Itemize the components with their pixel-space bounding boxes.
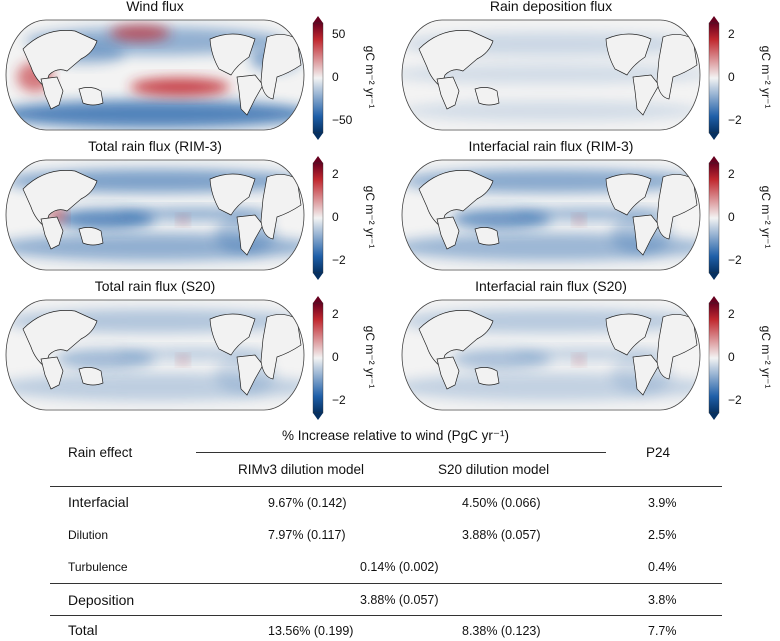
colorbar-tick: 0 [332, 350, 339, 364]
colorbar [312, 296, 324, 420]
colorbar-tick: −2 [728, 113, 742, 127]
row-label: Interfacial [68, 494, 129, 510]
colorbar [708, 16, 720, 140]
row-value: 0.14% (0.002) [360, 560, 439, 574]
panel-title: Total rain flux (RIM-3) [88, 138, 222, 154]
group-underline [196, 452, 606, 453]
panel-title: Interfacial rain flux (RIM-3) [468, 138, 634, 154]
row-value: 7.97% (0.117) [268, 528, 346, 542]
colorbar-unit: gC m⁻² yr⁻¹ [759, 325, 773, 389]
colorbar-unit: gC m⁻² yr⁻¹ [759, 45, 773, 109]
map-plot [401, 19, 701, 131]
row-value: 9.67% (0.142) [268, 496, 347, 510]
panel-title: Interfacial rain flux (S20) [475, 278, 627, 294]
row-label: Total [68, 622, 98, 638]
map-plot [5, 159, 305, 271]
colorbar-unit: gC m⁻² yr⁻¹ [363, 185, 377, 249]
colorbar-tick: −2 [728, 253, 742, 267]
colorbar-tick: 2 [728, 167, 735, 181]
panel-title: Rain deposition flux [489, 0, 613, 14]
row-rule [50, 583, 722, 584]
colorbar [312, 156, 324, 280]
colorbar-tick: 0 [728, 210, 735, 224]
colorbar [708, 156, 720, 280]
rain-effect-header: Rain effect [68, 445, 133, 460]
panel-title: Total rain flux (S20) [94, 278, 216, 294]
colorbar-tick: −2 [332, 253, 346, 267]
col-p24-header: P24 [646, 445, 671, 460]
colorbar-tick: 0 [332, 70, 339, 84]
colorbar-tick: 0 [332, 210, 339, 224]
map-plot [5, 299, 305, 411]
map-panel: Rain deposition flux 2 0 −2 gC m⁻² yr⁻¹ [396, 0, 780, 140]
row-value: 3.88% (0.057) [462, 528, 541, 542]
row-label: Dilution [68, 528, 109, 542]
colorbar-tick: 0 [728, 350, 735, 364]
colorbar-tick: 2 [332, 307, 339, 321]
panel-title: Wind flux [126, 0, 184, 14]
map-panel: Interfacial rain flux (S20) 2 0 −2 gC m⁻² y… [396, 278, 780, 420]
map-panel: Interfacial rain flux (RIM-3) 2 0 −2 gC m⁻²… [396, 138, 780, 280]
row-label: Deposition [68, 592, 135, 608]
row-label: Turbulence [68, 560, 128, 574]
row-value: 4.50% (0.066) [462, 496, 541, 510]
header-rule [50, 486, 722, 487]
row-value: 3.8% [648, 593, 677, 607]
map-plot [5, 19, 305, 131]
map-panel: Total rain flux (S20) 2 0 −2 gC m⁻² yr⁻¹ [0, 278, 384, 420]
row-value: 7.7% [648, 624, 677, 638]
colorbar-tick: 2 [332, 167, 339, 181]
colorbar-unit: gC m⁻² yr⁻¹ [759, 185, 773, 249]
row-value: 3.88% (0.057) [360, 593, 439, 607]
colorbar-tick: −2 [332, 393, 346, 407]
row-rule [50, 615, 722, 616]
colorbar-tick: 2 [728, 27, 735, 41]
colorbar [312, 16, 324, 140]
map-panel: Total rain flux (RIM-3) 2 0 −2 gC m⁻² yr⁻¹ [0, 138, 384, 280]
map-plot [401, 299, 701, 411]
row-value: 8.38% (0.123) [462, 624, 541, 638]
row-value: 13.56% (0.199) [268, 624, 354, 638]
group-header: % Increase relative to wind (PgC yr⁻¹) [282, 428, 509, 443]
col-s20-header: S20 dilution model [438, 462, 550, 477]
map-plot [401, 159, 701, 271]
colorbar-tick: −50 [332, 113, 353, 127]
colorbar-tick: 2 [728, 307, 735, 321]
colorbar-unit: gC m⁻² yr⁻¹ [363, 45, 377, 109]
colorbar [708, 296, 720, 420]
map-panel: Wind flux 50 0 −50 gC m⁻² yr⁻¹ [0, 0, 384, 140]
colorbar-unit: gC m⁻² yr⁻¹ [363, 325, 377, 389]
colorbar-tick: 0 [728, 70, 735, 84]
row-value: 0.4% [648, 560, 677, 574]
row-value: 3.9% [648, 496, 677, 510]
row-value: 2.5% [648, 528, 677, 542]
colorbar-tick: 50 [332, 27, 346, 41]
col-rimv3-header: RIMv3 dilution model [238, 462, 365, 477]
colorbar-tick: −2 [728, 393, 742, 407]
